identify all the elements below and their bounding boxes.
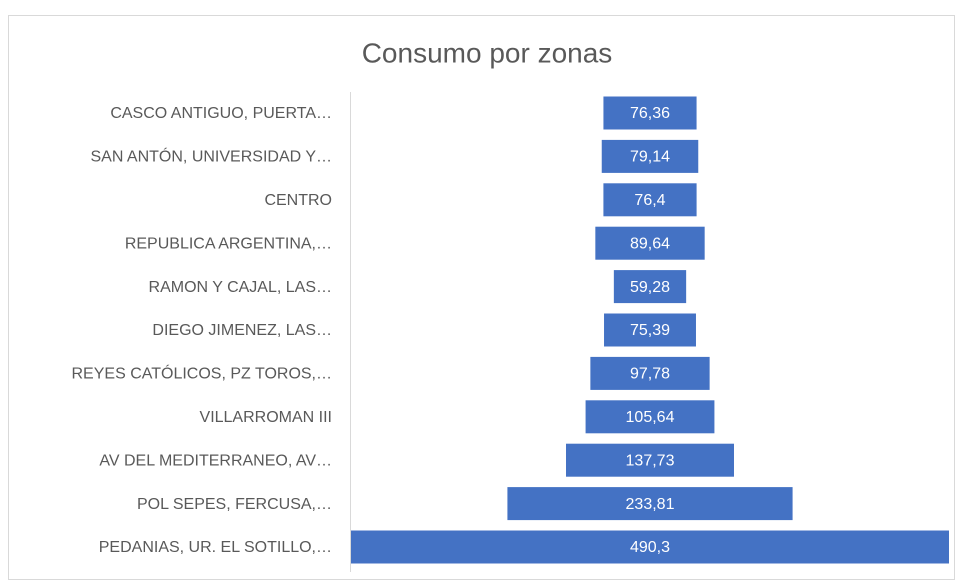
chart-border xyxy=(8,15,955,580)
data-label: 105,64 xyxy=(626,409,675,426)
bar xyxy=(604,313,696,347)
bar xyxy=(585,400,715,434)
category-label: SAN ANTÓN, UNIVERSIDAD Y… xyxy=(90,147,332,166)
data-label: 76,36 xyxy=(630,105,670,122)
category-label: RAMON Y CAJAL, LAS… xyxy=(149,279,332,296)
data-label: 137,73 xyxy=(626,452,675,469)
data-label: 490,3 xyxy=(630,539,670,556)
data-label: 76,4 xyxy=(634,192,665,209)
bar xyxy=(351,530,949,564)
category-label: CASCO ANTIGUO, PUERTA… xyxy=(110,105,332,122)
data-label: 75,39 xyxy=(630,322,670,339)
bar xyxy=(507,487,793,521)
bar xyxy=(603,183,697,217)
category-label: REYES CATÓLICOS, PZ TOROS,… xyxy=(72,364,333,383)
chart-title: Consumo por zonas xyxy=(362,37,613,68)
category-label: CENTRO xyxy=(264,192,332,209)
data-label: 233,81 xyxy=(626,496,675,513)
category-label: POL SEPES, FERCUSA,… xyxy=(137,496,332,513)
data-label: 89,64 xyxy=(630,235,670,252)
bar xyxy=(595,226,705,260)
category-label: VILLARROMAN III xyxy=(200,409,332,426)
bar xyxy=(601,139,699,173)
bar xyxy=(590,356,710,390)
category-label: AV DEL MEDITERRANEO, AV… xyxy=(99,452,332,469)
data-label: 59,28 xyxy=(630,279,670,296)
data-label: 79,14 xyxy=(630,149,670,166)
category-label: DIEGO JIMENEZ, LAS… xyxy=(152,322,332,339)
category-label: PEDANIAS, UR. EL SOTILLO,… xyxy=(99,539,332,556)
bar xyxy=(566,443,734,477)
bar xyxy=(613,270,687,304)
category-label: REPUBLICA ARGENTINA,… xyxy=(125,235,332,252)
bar xyxy=(603,96,697,130)
data-label: 97,78 xyxy=(630,366,670,383)
